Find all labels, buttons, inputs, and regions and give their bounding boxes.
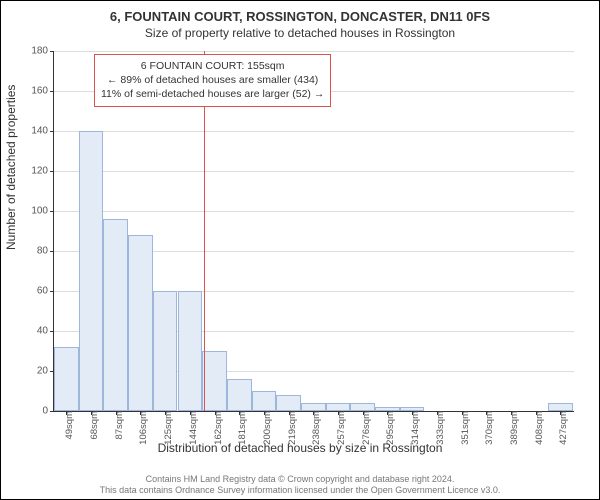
x-tick-label: 238sqm bbox=[309, 411, 322, 445]
x-tick-label: 219sqm bbox=[285, 411, 298, 445]
histogram-bar bbox=[326, 403, 351, 411]
footer-line1: Contains HM Land Registry data © Crown c… bbox=[1, 474, 599, 485]
x-tick-label: 125sqm bbox=[161, 411, 174, 445]
x-tick-label: 333sqm bbox=[433, 411, 446, 445]
x-tick-label: 162sqm bbox=[211, 411, 224, 445]
y-tick-mark bbox=[50, 411, 54, 412]
histogram-bar bbox=[252, 391, 277, 411]
annotation-box: 6 FOUNTAIN COURT: 155sqm← 89% of detache… bbox=[94, 54, 331, 107]
y-tick-mark bbox=[50, 91, 54, 92]
y-tick-mark bbox=[50, 331, 54, 332]
y-gridline bbox=[54, 51, 574, 52]
plot-wrap: 02040608010012014016018049sqm68sqm87sqm1… bbox=[53, 51, 573, 411]
histogram-bar bbox=[301, 403, 326, 411]
y-gridline bbox=[54, 171, 574, 172]
y-tick-mark bbox=[50, 171, 54, 172]
x-tick-label: 370sqm bbox=[482, 411, 495, 445]
histogram-bar bbox=[153, 291, 178, 411]
histogram-bar bbox=[103, 219, 128, 411]
annotation-line: 11% of semi-detached houses are larger (… bbox=[101, 87, 324, 101]
x-tick-label: 144sqm bbox=[186, 411, 199, 445]
chart-subtitle: Size of property relative to detached ho… bbox=[1, 26, 599, 40]
footer-line2: This data contains Ordnance Survey infor… bbox=[1, 485, 599, 496]
x-tick-label: 68sqm bbox=[87, 411, 100, 440]
x-tick-label: 106sqm bbox=[136, 411, 149, 445]
y-gridline bbox=[54, 131, 574, 132]
y-tick-mark bbox=[50, 291, 54, 292]
x-tick-label: 87sqm bbox=[112, 411, 125, 440]
chart-container: 6, FOUNTAIN COURT, ROSSINGTON, DONCASTER… bbox=[0, 0, 600, 500]
x-tick-label: 408sqm bbox=[532, 411, 545, 445]
y-axis-label: Number of detached properties bbox=[4, 85, 18, 250]
annotation-line: ← 89% of detached houses are smaller (43… bbox=[101, 73, 324, 87]
x-tick-label: 351sqm bbox=[458, 411, 471, 445]
histogram-bar bbox=[202, 351, 227, 411]
x-tick-label: 200sqm bbox=[260, 411, 273, 445]
histogram-bar bbox=[128, 235, 153, 411]
annotation-line: 6 FOUNTAIN COURT: 155sqm bbox=[101, 59, 324, 73]
x-tick-label: 49sqm bbox=[62, 411, 75, 440]
x-tick-label: 389sqm bbox=[507, 411, 520, 445]
y-tick-mark bbox=[50, 51, 54, 52]
license-footer: Contains HM Land Registry data © Crown c… bbox=[1, 474, 599, 496]
histogram-bar bbox=[54, 347, 79, 411]
x-tick-label: 257sqm bbox=[334, 411, 347, 445]
x-tick-label: 276sqm bbox=[359, 411, 372, 445]
plot-area: 02040608010012014016018049sqm68sqm87sqm1… bbox=[53, 51, 574, 412]
x-axis-label: Distribution of detached houses by size … bbox=[1, 441, 599, 455]
x-tick-label: 314sqm bbox=[408, 411, 421, 445]
x-tick-label: 295sqm bbox=[383, 411, 396, 445]
histogram-bar bbox=[350, 403, 375, 411]
y-tick-mark bbox=[50, 251, 54, 252]
y-tick-mark bbox=[50, 131, 54, 132]
chart-title-address: 6, FOUNTAIN COURT, ROSSINGTON, DONCASTER… bbox=[1, 9, 599, 24]
histogram-bar bbox=[178, 291, 203, 411]
histogram-bar bbox=[227, 379, 252, 411]
x-tick-label: 181sqm bbox=[235, 411, 248, 445]
y-tick-mark bbox=[50, 211, 54, 212]
y-gridline bbox=[54, 211, 574, 212]
histogram-bar bbox=[276, 395, 301, 411]
histogram-bar bbox=[79, 131, 104, 411]
histogram-bar bbox=[548, 403, 573, 411]
x-tick-label: 427sqm bbox=[556, 411, 569, 445]
